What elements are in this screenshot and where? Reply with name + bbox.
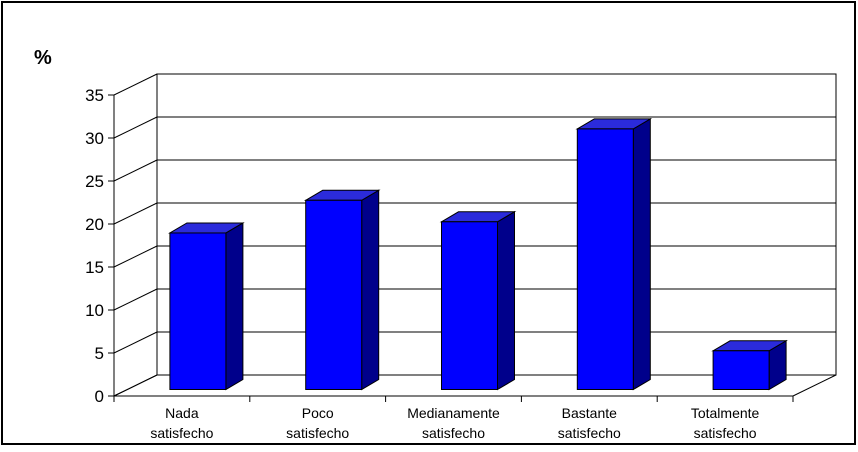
x-category-label: satisfecho — [150, 425, 213, 441]
y-tick-label: 35 — [85, 86, 104, 105]
gridline-side — [113, 331, 158, 354]
gridline-side — [113, 73, 158, 96]
bar-front — [712, 350, 770, 390]
bar-front — [576, 128, 634, 390]
bar-side — [225, 222, 244, 391]
bar-front — [441, 221, 498, 390]
bars — [168, 118, 788, 391]
bar-side — [361, 189, 380, 391]
x-category-label: Totalmente — [691, 405, 760, 421]
gridline-side — [113, 202, 158, 225]
gridline-side — [113, 159, 158, 182]
y-tick-label: 30 — [85, 129, 104, 148]
y-tick-labels: 0 5 10 15 20 25 30 35 — [85, 86, 104, 406]
bar — [575, 118, 653, 391]
x-category-label: satisfecho — [422, 425, 485, 441]
y-tick-label: 15 — [85, 258, 104, 277]
y-axis-label: % — [34, 47, 52, 69]
x-category-label: satisfecho — [286, 425, 349, 441]
x-category-label: satisfecho — [558, 425, 621, 441]
gridline-side — [113, 374, 158, 397]
y-tick-label: 20 — [85, 215, 104, 234]
y-tick-label: 25 — [85, 172, 104, 191]
bar — [168, 222, 245, 391]
bar-front — [305, 199, 363, 390]
x-category-label: Bastante — [562, 405, 617, 421]
gridline-side — [113, 116, 158, 139]
gridline-side — [113, 288, 158, 311]
x-category-label: Poco — [302, 405, 334, 421]
x-category-label: Nada — [165, 405, 199, 421]
bar — [711, 339, 788, 391]
y-tick-label: 5 — [95, 344, 104, 363]
y-tick-label: 10 — [85, 301, 104, 320]
x-category-label: Medianamente — [407, 405, 500, 421]
axes — [108, 94, 794, 402]
bar-side — [497, 210, 515, 391]
bar — [439, 210, 517, 391]
bar — [303, 189, 381, 391]
gridline-side — [113, 245, 158, 268]
x-category-labels: Nada satisfecho Poco satisfecho Medianamente… — [150, 405, 759, 441]
y-tick-label: 0 — [95, 387, 104, 406]
x-category-label: satisfecho — [694, 425, 757, 441]
bar-side — [632, 118, 651, 391]
bar-front — [169, 232, 227, 390]
